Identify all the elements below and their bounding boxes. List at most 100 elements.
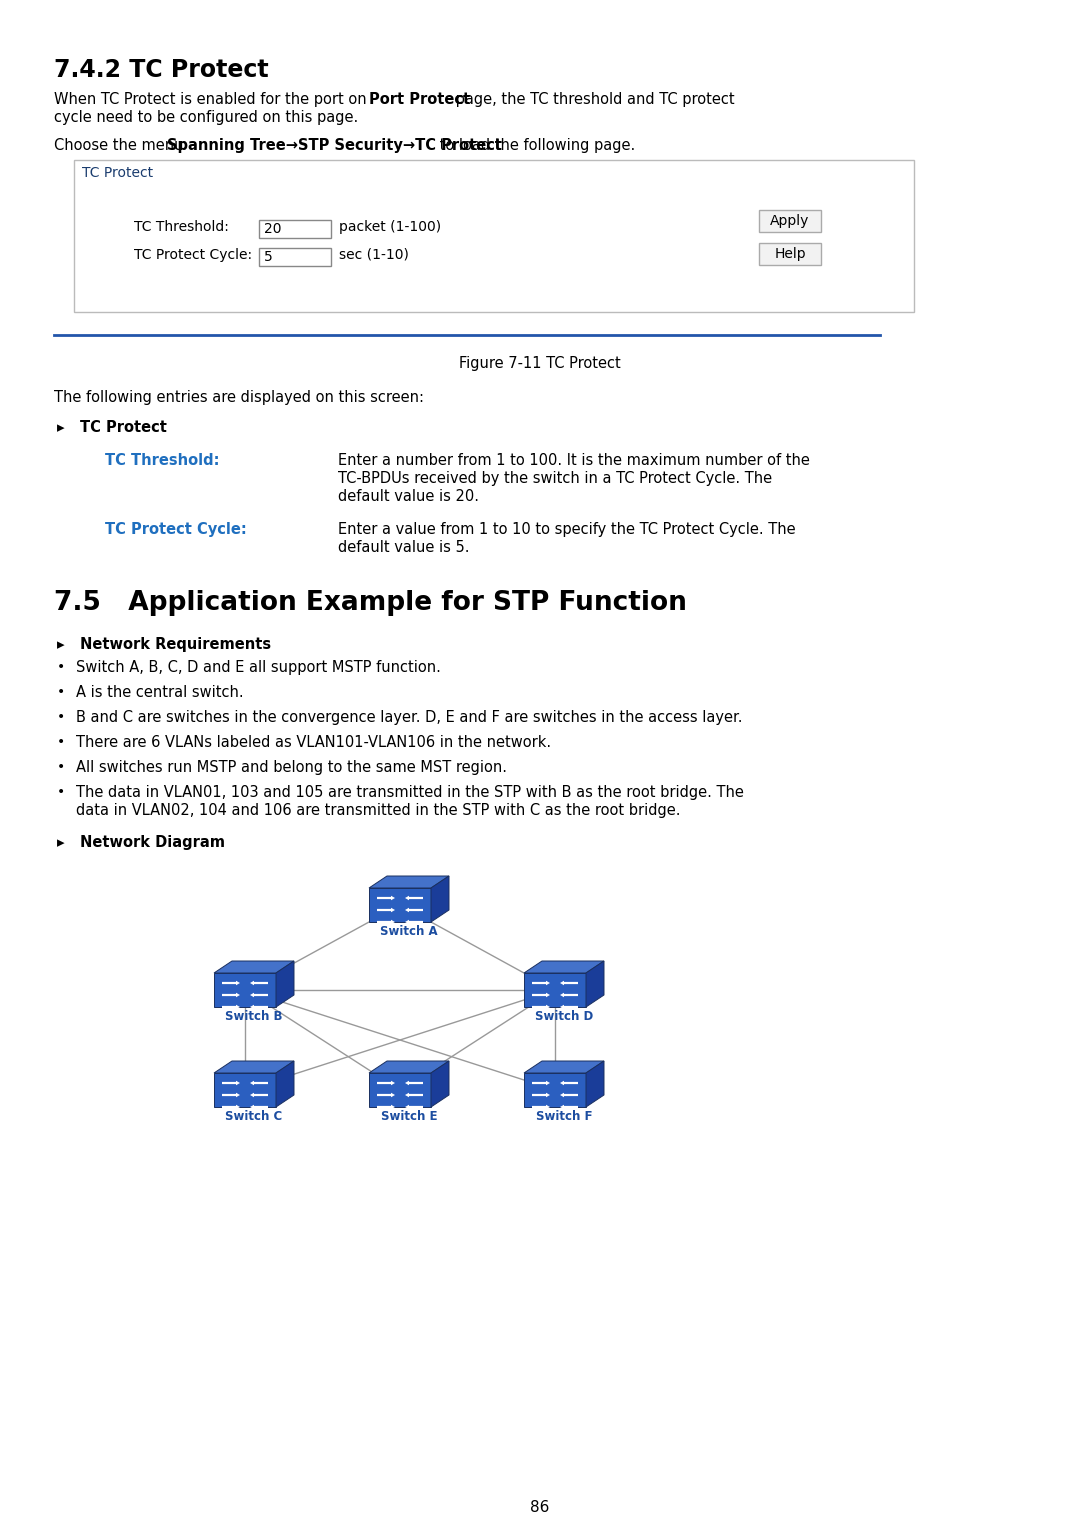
- Polygon shape: [524, 1073, 586, 1107]
- Text: TC Threshold:: TC Threshold:: [134, 220, 229, 234]
- Text: Spanning Tree→STP Security→TC Protect: Spanning Tree→STP Security→TC Protect: [167, 137, 502, 153]
- FancyArrow shape: [561, 1093, 578, 1098]
- FancyArrow shape: [222, 980, 240, 985]
- FancyArrow shape: [222, 1104, 240, 1109]
- Text: Switch A, B, C, D and E all support MSTP function.: Switch A, B, C, D and E all support MSTP…: [76, 660, 441, 675]
- Text: ▸: ▸: [57, 637, 65, 652]
- Polygon shape: [431, 1061, 449, 1107]
- FancyArrow shape: [249, 1005, 268, 1009]
- FancyArrow shape: [561, 993, 578, 997]
- Text: Switch E: Switch E: [381, 1110, 437, 1122]
- FancyArrow shape: [532, 1104, 550, 1109]
- Text: ▸: ▸: [57, 835, 65, 851]
- Text: 7.4.2 TC Protect: 7.4.2 TC Protect: [54, 58, 269, 82]
- Polygon shape: [431, 876, 449, 922]
- Text: Switch C: Switch C: [226, 1110, 283, 1122]
- FancyArrow shape: [532, 1093, 550, 1098]
- FancyArrow shape: [561, 1005, 578, 1009]
- Text: Enter a value from 1 to 10 to specify the TC Protect Cycle. The: Enter a value from 1 to 10 to specify th…: [338, 522, 796, 538]
- FancyArrow shape: [405, 907, 423, 912]
- FancyArrow shape: [377, 896, 395, 901]
- Text: page, the TC threshold and TC protect: page, the TC threshold and TC protect: [451, 92, 734, 107]
- Text: TC Protect Cycle:: TC Protect Cycle:: [134, 247, 252, 263]
- Text: •: •: [57, 686, 65, 699]
- Text: Switch D: Switch D: [535, 1009, 593, 1023]
- Polygon shape: [276, 960, 294, 1006]
- Text: All switches run MSTP and belong to the same MST region.: All switches run MSTP and belong to the …: [76, 760, 507, 776]
- Polygon shape: [369, 1073, 431, 1107]
- Polygon shape: [586, 960, 604, 1006]
- Text: Switch B: Switch B: [226, 1009, 283, 1023]
- Text: The data in VLAN01, 103 and 105 are transmitted in the STP with B as the root br: The data in VLAN01, 103 and 105 are tran…: [76, 785, 744, 800]
- Text: Switch A: Switch A: [380, 925, 437, 938]
- Polygon shape: [276, 1061, 294, 1107]
- Text: data in VLAN02, 104 and 106 are transmitted in the STP with C as the root bridge: data in VLAN02, 104 and 106 are transmit…: [76, 803, 680, 818]
- FancyArrow shape: [561, 980, 578, 985]
- Text: default value is 20.: default value is 20.: [338, 489, 480, 504]
- FancyArrow shape: [222, 1081, 240, 1086]
- Polygon shape: [369, 889, 431, 922]
- FancyBboxPatch shape: [259, 247, 330, 266]
- Text: TC Threshold:: TC Threshold:: [105, 454, 219, 467]
- Text: sec (1-10): sec (1-10): [339, 247, 409, 263]
- Polygon shape: [369, 1061, 449, 1073]
- Text: to load the following page.: to load the following page.: [435, 137, 635, 153]
- Text: ▸: ▸: [57, 420, 65, 435]
- FancyArrow shape: [377, 1104, 395, 1109]
- Text: TC Protect Cycle:: TC Protect Cycle:: [105, 522, 246, 538]
- Text: TC-BPDUs received by the switch in a TC Protect Cycle. The: TC-BPDUs received by the switch in a TC …: [338, 470, 772, 486]
- FancyArrow shape: [561, 1104, 578, 1109]
- FancyArrow shape: [532, 993, 550, 997]
- Text: 5: 5: [264, 250, 273, 264]
- FancyArrow shape: [377, 907, 395, 912]
- FancyBboxPatch shape: [759, 211, 821, 232]
- Polygon shape: [214, 960, 294, 973]
- Text: Choose the menu: Choose the menu: [54, 137, 188, 153]
- FancyArrow shape: [249, 1104, 268, 1109]
- Text: cycle need to be configured on this page.: cycle need to be configured on this page…: [54, 110, 359, 125]
- FancyArrow shape: [222, 993, 240, 997]
- FancyBboxPatch shape: [259, 220, 330, 238]
- Text: Port Protect: Port Protect: [369, 92, 470, 107]
- FancyArrow shape: [222, 1005, 240, 1009]
- FancyArrow shape: [405, 896, 423, 901]
- Text: TC Protect: TC Protect: [80, 420, 167, 435]
- FancyArrow shape: [405, 1081, 423, 1086]
- Text: B and C are switches in the convergence layer. D, E and F are switches in the ac: B and C are switches in the convergence …: [76, 710, 743, 725]
- FancyArrow shape: [405, 1093, 423, 1098]
- FancyArrow shape: [532, 980, 550, 985]
- Text: 7.5   Application Example for STP Function: 7.5 Application Example for STP Function: [54, 589, 687, 615]
- Text: 20: 20: [264, 221, 282, 237]
- Text: •: •: [57, 660, 65, 673]
- Text: Apply: Apply: [770, 214, 810, 228]
- FancyArrow shape: [249, 980, 268, 985]
- FancyBboxPatch shape: [759, 243, 821, 266]
- FancyArrow shape: [405, 919, 423, 924]
- Text: When TC Protect is enabled for the port on: When TC Protect is enabled for the port …: [54, 92, 372, 107]
- Polygon shape: [214, 1061, 294, 1073]
- FancyArrow shape: [249, 1081, 268, 1086]
- FancyArrow shape: [405, 1104, 423, 1109]
- FancyArrow shape: [377, 919, 395, 924]
- Polygon shape: [586, 1061, 604, 1107]
- FancyBboxPatch shape: [75, 160, 914, 186]
- FancyBboxPatch shape: [75, 160, 914, 312]
- Text: Help: Help: [774, 247, 806, 261]
- Polygon shape: [369, 876, 449, 889]
- Text: A is the central switch.: A is the central switch.: [76, 686, 244, 699]
- FancyArrow shape: [377, 1081, 395, 1086]
- Text: •: •: [57, 760, 65, 774]
- Text: 86: 86: [530, 1500, 550, 1515]
- Text: Enter a number from 1 to 100. It is the maximum number of the: Enter a number from 1 to 100. It is the …: [338, 454, 810, 467]
- FancyArrow shape: [377, 1093, 395, 1098]
- FancyArrow shape: [532, 1081, 550, 1086]
- Text: packet (1-100): packet (1-100): [339, 220, 441, 234]
- Polygon shape: [524, 973, 586, 1006]
- Text: Switch F: Switch F: [536, 1110, 592, 1122]
- Text: Network Diagram: Network Diagram: [80, 835, 225, 851]
- Text: Network Requirements: Network Requirements: [80, 637, 271, 652]
- Text: Figure 7-11 TC Protect: Figure 7-11 TC Protect: [459, 356, 621, 371]
- Polygon shape: [524, 1061, 604, 1073]
- Text: •: •: [57, 734, 65, 750]
- Text: The following entries are displayed on this screen:: The following entries are displayed on t…: [54, 389, 424, 405]
